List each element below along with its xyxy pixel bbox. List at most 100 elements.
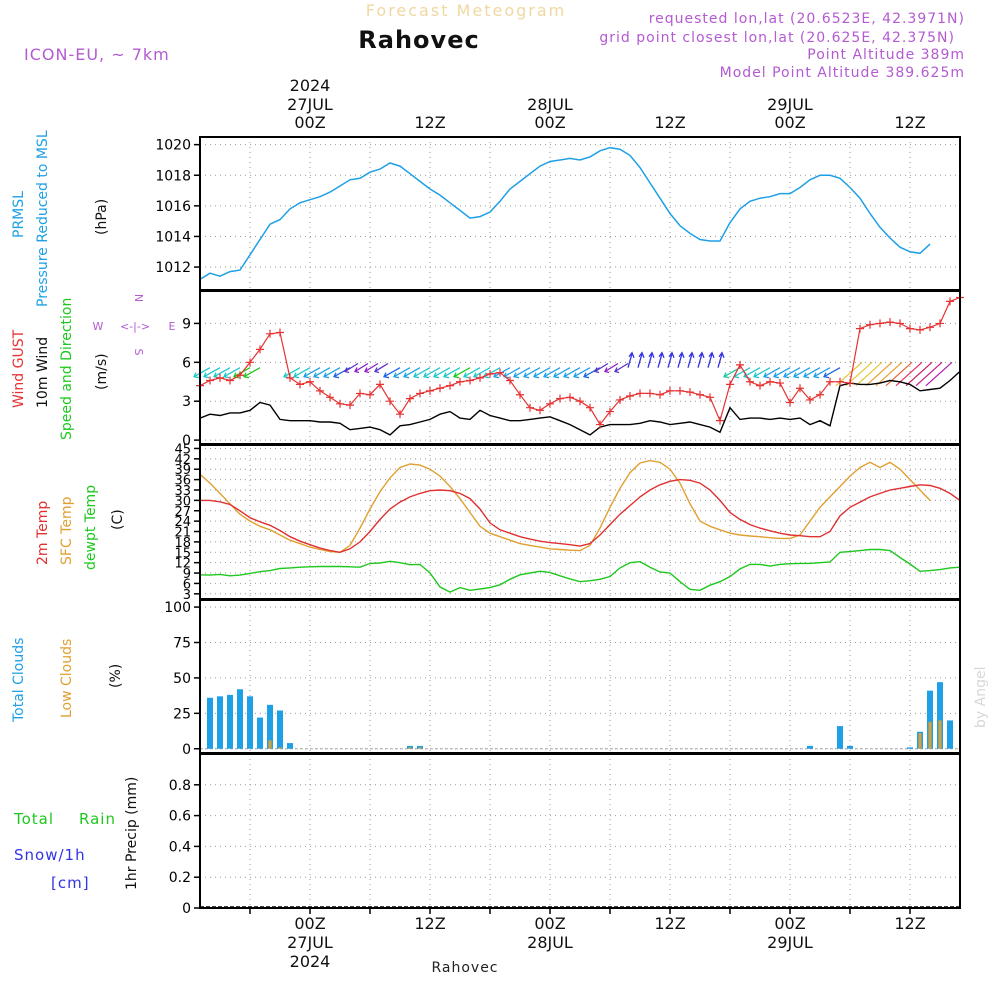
wind-direction-arrow-head <box>773 372 780 379</box>
wind-direction-arrow <box>473 367 491 378</box>
wind-gust-marker <box>936 319 944 328</box>
wind-direction-arrow-head <box>668 351 675 358</box>
wind-direction-arrow <box>813 367 831 378</box>
top-axis-hour: 12Z <box>414 113 445 132</box>
wind-direction-arrow <box>855 361 883 387</box>
wind-direction-arrow <box>223 367 241 378</box>
total-cloud-bar <box>277 710 283 749</box>
wind-gust-marker <box>796 384 804 393</box>
wind-direction-arrow <box>333 367 351 378</box>
temp-ytick-label: 36 <box>174 474 191 489</box>
low-cloud-bar <box>918 733 922 749</box>
compass-south: S <box>132 349 145 356</box>
wind-direction-arrow-head <box>223 372 230 379</box>
wind-direction-arrow <box>687 353 693 368</box>
temp-ytick-label: 42 <box>174 453 191 468</box>
pressure-ytick-label: 1016 <box>155 199 191 215</box>
wind-direction-arrow-head <box>463 372 470 379</box>
wind-gust-marker <box>596 420 604 429</box>
wind-gust-marker <box>346 401 354 410</box>
wind-gust-marker <box>746 377 754 386</box>
wind-gust-marker <box>496 368 504 377</box>
wind-direction-arrow <box>423 367 441 378</box>
wind-direction-arrow-head <box>333 372 340 379</box>
celsius-unit-label: (C) <box>110 509 126 530</box>
low-cloud-bar <box>938 720 942 749</box>
wind-direction-arrow <box>243 367 261 378</box>
wind-direction-arrow-head <box>648 351 655 358</box>
wind-gust-marker <box>786 398 794 407</box>
wind-direction-arrow <box>773 367 791 378</box>
wind-gust-marker <box>756 381 764 390</box>
temp-ytick-label: 21 <box>174 526 191 541</box>
wind-gust-marker <box>386 397 394 406</box>
wind-direction-arrow-head <box>433 372 440 379</box>
pressure-panel: 1012 1014 1016 1018 1020 <box>155 136 961 291</box>
wind-gust-marker <box>486 369 494 378</box>
cloud-ytick-label: 75 <box>173 636 191 652</box>
bottom-axis-hour: 12Z <box>654 914 685 933</box>
wind-direction-arrow-head <box>553 372 560 379</box>
wind-gust-marker <box>236 371 244 380</box>
wind-gust-marker <box>896 319 904 328</box>
precip-ytick-label: 0.6 <box>169 809 191 825</box>
10m-wind-label: 10m Wind <box>35 337 51 408</box>
wind-direction-arrow <box>604 362 619 373</box>
wind-direction-arrow-head <box>193 372 200 379</box>
wind-direction-arrow <box>627 353 633 368</box>
cloud-ytick-label: 0 <box>182 742 191 758</box>
wind-gust-marker <box>206 376 214 385</box>
wind-gust-marker <box>906 324 914 333</box>
wind-gust-marker <box>876 319 884 328</box>
wind-gust-marker <box>366 390 374 399</box>
wind-direction-arrow <box>803 367 821 378</box>
total-cloud-bar <box>907 747 913 749</box>
wind-direction-arrow <box>677 353 683 368</box>
wind-gust-marker <box>576 397 584 406</box>
wind-gust-marker <box>356 389 364 398</box>
wind-gust-marker <box>476 373 484 382</box>
wind-direction-arrow-head <box>803 372 810 379</box>
cloud-ytick-label: 25 <box>173 706 191 722</box>
wind-direction-arrow-head <box>243 372 250 379</box>
compass-arrow: <-|-> <box>120 320 150 333</box>
ms-unit-label: (m/s) <box>94 353 110 390</box>
top-axis-date: 27JUL <box>287 95 333 114</box>
sfc-temp-label: SFC Temp <box>59 496 75 565</box>
hpa-unit-label: (hPa) <box>94 199 110 235</box>
low-cloud-bar <box>278 747 282 749</box>
wind-gust-marker <box>506 376 514 385</box>
dewpoint-line <box>199 548 961 593</box>
wind-gust-marker <box>846 379 854 388</box>
wind-gust-marker <box>806 395 814 404</box>
wind-gust-marker <box>286 373 294 382</box>
top-axis-hour: 12Z <box>894 113 925 132</box>
wind-gust-marker <box>456 377 464 386</box>
wind-gust-marker <box>376 380 384 389</box>
wind-direction-arrow <box>667 353 673 368</box>
speed-direction-label: Speed and Direction <box>59 298 75 440</box>
wind-gust-marker <box>336 399 344 408</box>
wind-gust-marker <box>606 407 614 416</box>
bottom-axis-date: 27JUL <box>287 933 333 952</box>
wind-gust-marker <box>406 394 414 403</box>
wind-direction-arrow <box>303 367 321 378</box>
wind-direction-arrow-head <box>533 372 540 379</box>
wind-direction-arrow-head <box>678 351 685 358</box>
wind-direction-arrow <box>374 362 389 373</box>
bottom-axis-date: 28JUL <box>527 933 573 952</box>
low-clouds-label: Low Clouds <box>59 639 75 718</box>
wind-direction-arrow-head <box>344 367 350 374</box>
wind-ytick-label: 6 <box>182 355 191 371</box>
wind-direction-arrow-head <box>354 367 360 374</box>
temp-ytick-label: 18 <box>174 536 191 551</box>
wind-direction-arrow <box>503 367 521 378</box>
wind-gust-marker <box>426 386 434 395</box>
wind-gust-marker <box>826 377 834 386</box>
wind-direction-arrow-head <box>614 367 620 374</box>
cm-unit-label: [cm] <box>51 874 90 892</box>
bottom-axis-hour: 00Z <box>294 914 325 933</box>
wind-gust-marker <box>446 381 454 390</box>
wind-direction-arrow-head <box>493 372 500 379</box>
